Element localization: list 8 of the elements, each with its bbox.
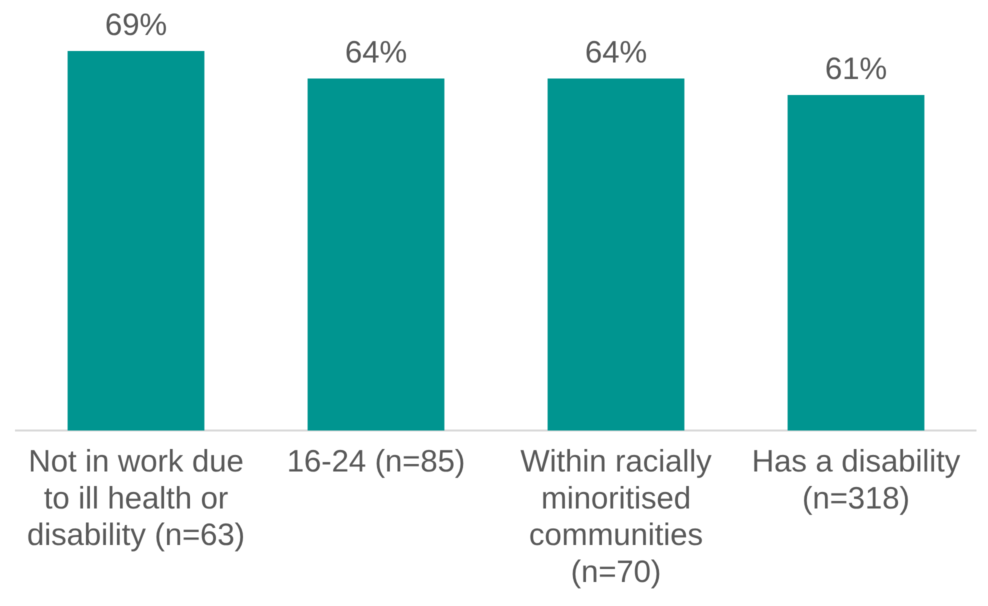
x-tick-label: 16-24 (n=85) [286, 443, 466, 478]
data-label: 64% [344, 34, 408, 70]
data-label: 69% [104, 7, 168, 42]
x-tick-label: Not in work due to ill health or disability (n=63) [27, 443, 245, 552]
data-label: 64% [584, 34, 648, 70]
x-tick-label: Has a disability (n=318) [752, 443, 961, 516]
data-label: 61% [824, 51, 888, 86]
x-tick-label: Within racially minoritised communities (n=70) [520, 443, 712, 590]
